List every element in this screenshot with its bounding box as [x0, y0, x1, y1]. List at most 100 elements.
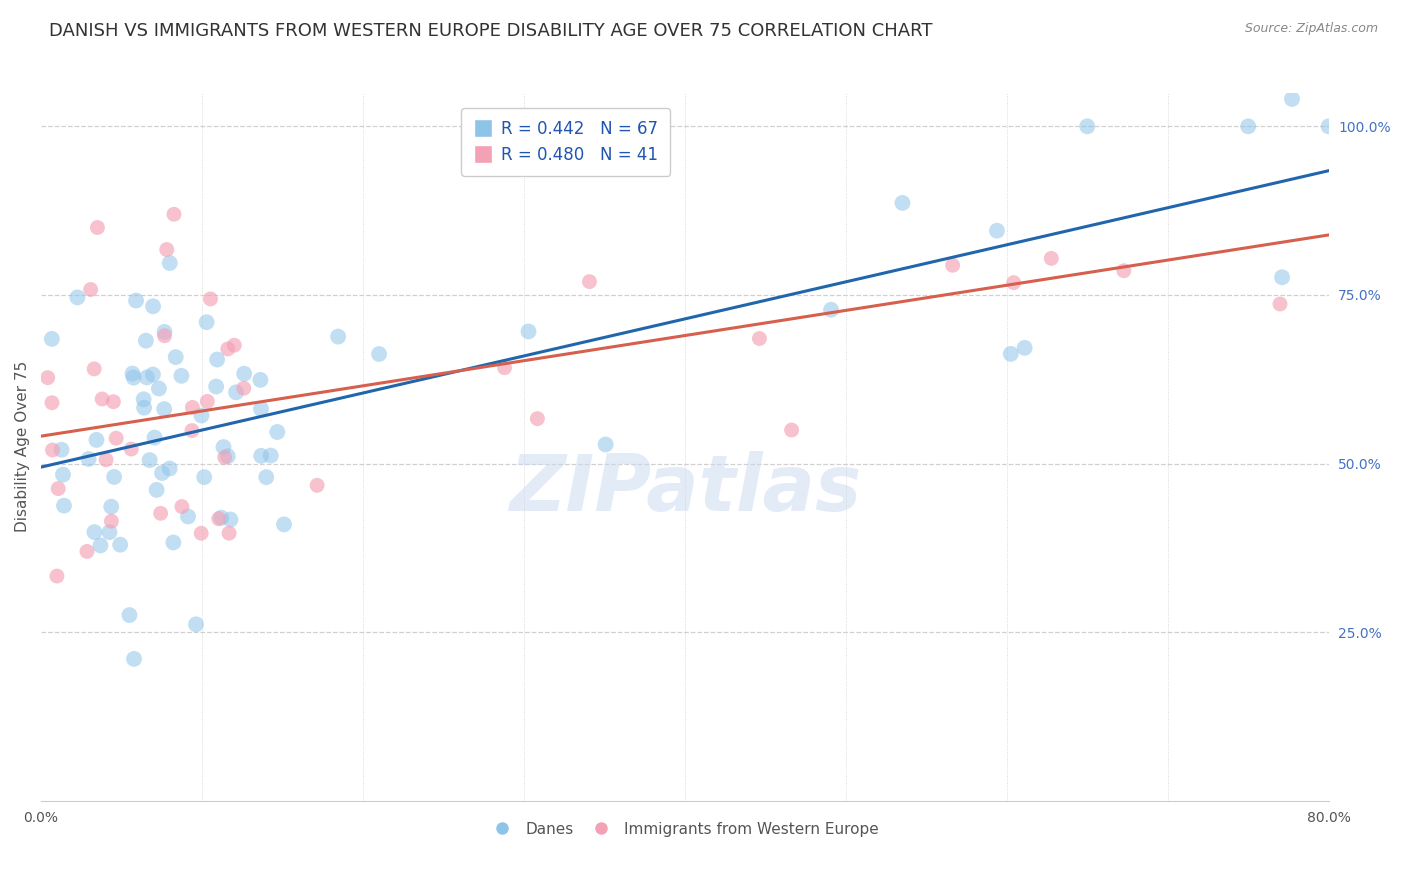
Danes — [121, 367, 143, 381]
Immigrants from Western Europe — [86, 220, 108, 235]
Danes — [205, 379, 228, 393]
Danes — [170, 368, 193, 383]
Immigrants from Western Europe — [1002, 276, 1025, 290]
Danes — [51, 442, 73, 457]
Danes — [148, 382, 170, 396]
Immigrants from Western Europe — [46, 482, 69, 496]
Danes — [212, 440, 235, 454]
Danes — [219, 512, 242, 526]
Danes — [66, 290, 89, 304]
Immigrants from Western Europe — [41, 395, 63, 409]
Immigrants from Western Europe — [1040, 252, 1063, 266]
Immigrants from Western Europe — [232, 381, 254, 395]
Danes — [260, 449, 283, 463]
Danes — [132, 401, 155, 415]
Danes — [266, 425, 288, 439]
Immigrants from Western Europe — [163, 207, 186, 221]
Danes — [1076, 120, 1098, 134]
Danes — [86, 433, 108, 447]
Danes — [209, 510, 232, 524]
Danes — [143, 431, 166, 445]
Danes — [103, 470, 125, 484]
Danes — [517, 325, 540, 339]
Danes — [138, 453, 160, 467]
Danes — [41, 332, 63, 346]
Danes — [83, 525, 105, 540]
Danes — [250, 449, 273, 463]
Danes — [77, 452, 100, 467]
Danes — [98, 525, 121, 540]
Text: ZIPatlas: ZIPatlas — [509, 451, 860, 527]
Immigrants from Western Europe — [153, 328, 176, 343]
Danes — [135, 370, 157, 384]
Danes — [1000, 347, 1022, 361]
Immigrants from Western Europe — [120, 442, 142, 456]
Immigrants from Western Europe — [224, 338, 246, 352]
Immigrants from Western Europe — [181, 401, 204, 415]
Danes — [891, 195, 914, 210]
Danes — [1237, 120, 1260, 134]
Danes — [135, 334, 157, 348]
Danes — [52, 467, 75, 482]
Danes — [159, 256, 181, 270]
Danes — [153, 402, 176, 417]
Immigrants from Western Europe — [307, 478, 329, 492]
Danes — [254, 470, 277, 484]
Immigrants from Western Europe — [1350, 120, 1372, 134]
Danes — [1317, 120, 1340, 134]
Danes — [193, 470, 215, 484]
Immigrants from Western Europe — [149, 506, 172, 520]
Immigrants from Western Europe — [79, 283, 101, 297]
Immigrants from Western Europe — [494, 360, 516, 375]
Immigrants from Western Europe — [37, 370, 59, 384]
Immigrants from Western Europe — [156, 243, 179, 257]
Danes — [1014, 341, 1036, 355]
Immigrants from Western Europe — [218, 526, 240, 541]
Immigrants from Western Europe — [46, 569, 69, 583]
Danes — [122, 652, 145, 666]
Immigrants from Western Europe — [942, 258, 965, 272]
Danes — [142, 299, 165, 313]
Text: Source: ZipAtlas.com: Source: ZipAtlas.com — [1244, 22, 1378, 36]
Danes — [125, 293, 148, 308]
Danes — [89, 538, 111, 552]
Danes — [53, 499, 76, 513]
Danes — [217, 449, 239, 463]
Immigrants from Western Europe — [208, 512, 231, 526]
Legend: Danes, Immigrants from Western Europe: Danes, Immigrants from Western Europe — [485, 815, 886, 843]
Immigrants from Western Europe — [214, 450, 236, 465]
Immigrants from Western Europe — [1268, 297, 1291, 311]
Immigrants from Western Europe — [217, 342, 239, 356]
Immigrants from Western Europe — [100, 514, 122, 528]
Danes — [225, 385, 247, 400]
Danes — [195, 315, 218, 329]
Danes — [150, 466, 173, 480]
Immigrants from Western Europe — [200, 292, 222, 306]
Immigrants from Western Europe — [41, 443, 63, 458]
Danes — [165, 350, 187, 364]
Immigrants from Western Europe — [780, 423, 803, 437]
Danes — [233, 367, 256, 381]
Immigrants from Western Europe — [195, 394, 218, 409]
Danes — [820, 302, 842, 317]
Danes — [595, 437, 617, 451]
Text: DANISH VS IMMIGRANTS FROM WESTERN EUROPE DISABILITY AGE OVER 75 CORRELATION CHAR: DANISH VS IMMIGRANTS FROM WESTERN EUROPE… — [49, 22, 932, 40]
Danes — [118, 608, 141, 623]
Immigrants from Western Europe — [83, 362, 105, 376]
Immigrants from Western Europe — [190, 526, 212, 541]
Immigrants from Western Europe — [91, 392, 114, 406]
Y-axis label: Disability Age Over 75: Disability Age Over 75 — [15, 361, 30, 533]
Danes — [190, 409, 212, 423]
Danes — [132, 392, 155, 407]
Danes — [273, 517, 295, 532]
Danes — [1271, 270, 1294, 285]
Immigrants from Western Europe — [94, 452, 117, 467]
Danes — [368, 347, 391, 361]
Immigrants from Western Europe — [578, 275, 600, 289]
Immigrants from Western Europe — [105, 431, 128, 445]
Danes — [142, 368, 165, 382]
Danes — [250, 401, 273, 416]
Immigrants from Western Europe — [76, 544, 98, 558]
Immigrants from Western Europe — [1112, 263, 1135, 277]
Danes — [110, 538, 132, 552]
